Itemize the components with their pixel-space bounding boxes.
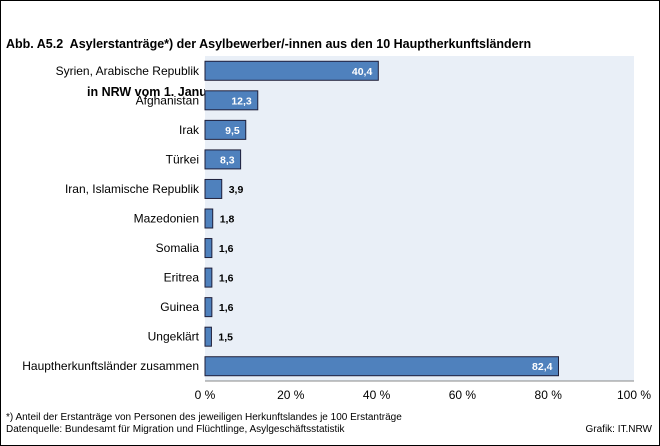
x-tick-label: 100 % (617, 388, 651, 402)
category-label: Somalia (156, 241, 200, 255)
category-label: Irak (179, 123, 200, 137)
category-label: Iran, Islamische Republik (65, 182, 200, 196)
chart-footer: *) Anteil der Erstanträge von Personen d… (6, 412, 652, 436)
value-label: 1,6 (219, 302, 234, 314)
bar (204, 326, 212, 347)
x-tick-label: 40 % (363, 388, 391, 402)
bar (204, 119, 247, 140)
category-labels-group: Syrien, Arabische Republik Afghanistan Ira… (22, 64, 200, 373)
value-label: 1,6 (219, 273, 234, 285)
bar (204, 60, 379, 81)
graphic-credit: Grafik: IT.NRW (585, 424, 652, 435)
x-tick-label: 0 % (195, 388, 216, 402)
x-tick-label: 80 % (535, 388, 563, 402)
value-label: 40,4 (352, 66, 373, 78)
bar (204, 356, 559, 377)
bars-group (204, 60, 559, 377)
value-label: 3,9 (229, 184, 244, 196)
bar (204, 267, 213, 288)
category-label: Syrien, Arabische Republik (56, 64, 200, 78)
value-label: 82,4 (532, 361, 553, 373)
x-tick-label: 60 % (449, 388, 477, 402)
category-label: Afghanistan (136, 93, 199, 107)
data-source: Datenquelle: Bundesamt für Migration und… (6, 424, 345, 435)
bar (204, 238, 213, 259)
x-axis: 0 % 20 % 40 % 60 % 80 % 100 % (195, 380, 651, 402)
bar (204, 90, 259, 111)
value-label: 1,8 (220, 214, 235, 226)
value-label: 1,6 (219, 243, 234, 255)
bar (204, 149, 242, 170)
category-label: Eritrea (164, 271, 200, 285)
category-label: Hauptherkunftsländer zusammen (22, 359, 199, 373)
category-label: Türkei (166, 152, 199, 166)
category-label: Guinea (160, 300, 199, 314)
bar (204, 178, 223, 199)
value-label: 1,5 (218, 332, 233, 344)
bar (204, 208, 214, 229)
value-label: 9,5 (225, 125, 240, 137)
value-label: 8,3 (220, 154, 235, 166)
value-labels-group: 40,4 12,3 9,5 8,3 3,9 1,8 1,6 1,6 1,6 1,5 82,4 (218, 66, 552, 373)
plot-area (205, 56, 634, 381)
bar (204, 297, 213, 318)
chart-title-line-1: Abb. A5.2 Asylerstanträge*) der Asylbewe… (6, 37, 532, 51)
x-tick-label: 20 % (277, 388, 305, 402)
footnote: *) Anteil der Erstanträge von Personen d… (6, 412, 402, 423)
category-label: Ungeklärt (148, 330, 200, 344)
value-label: 12,3 (231, 95, 252, 107)
category-label: Mazedonien (134, 212, 199, 226)
